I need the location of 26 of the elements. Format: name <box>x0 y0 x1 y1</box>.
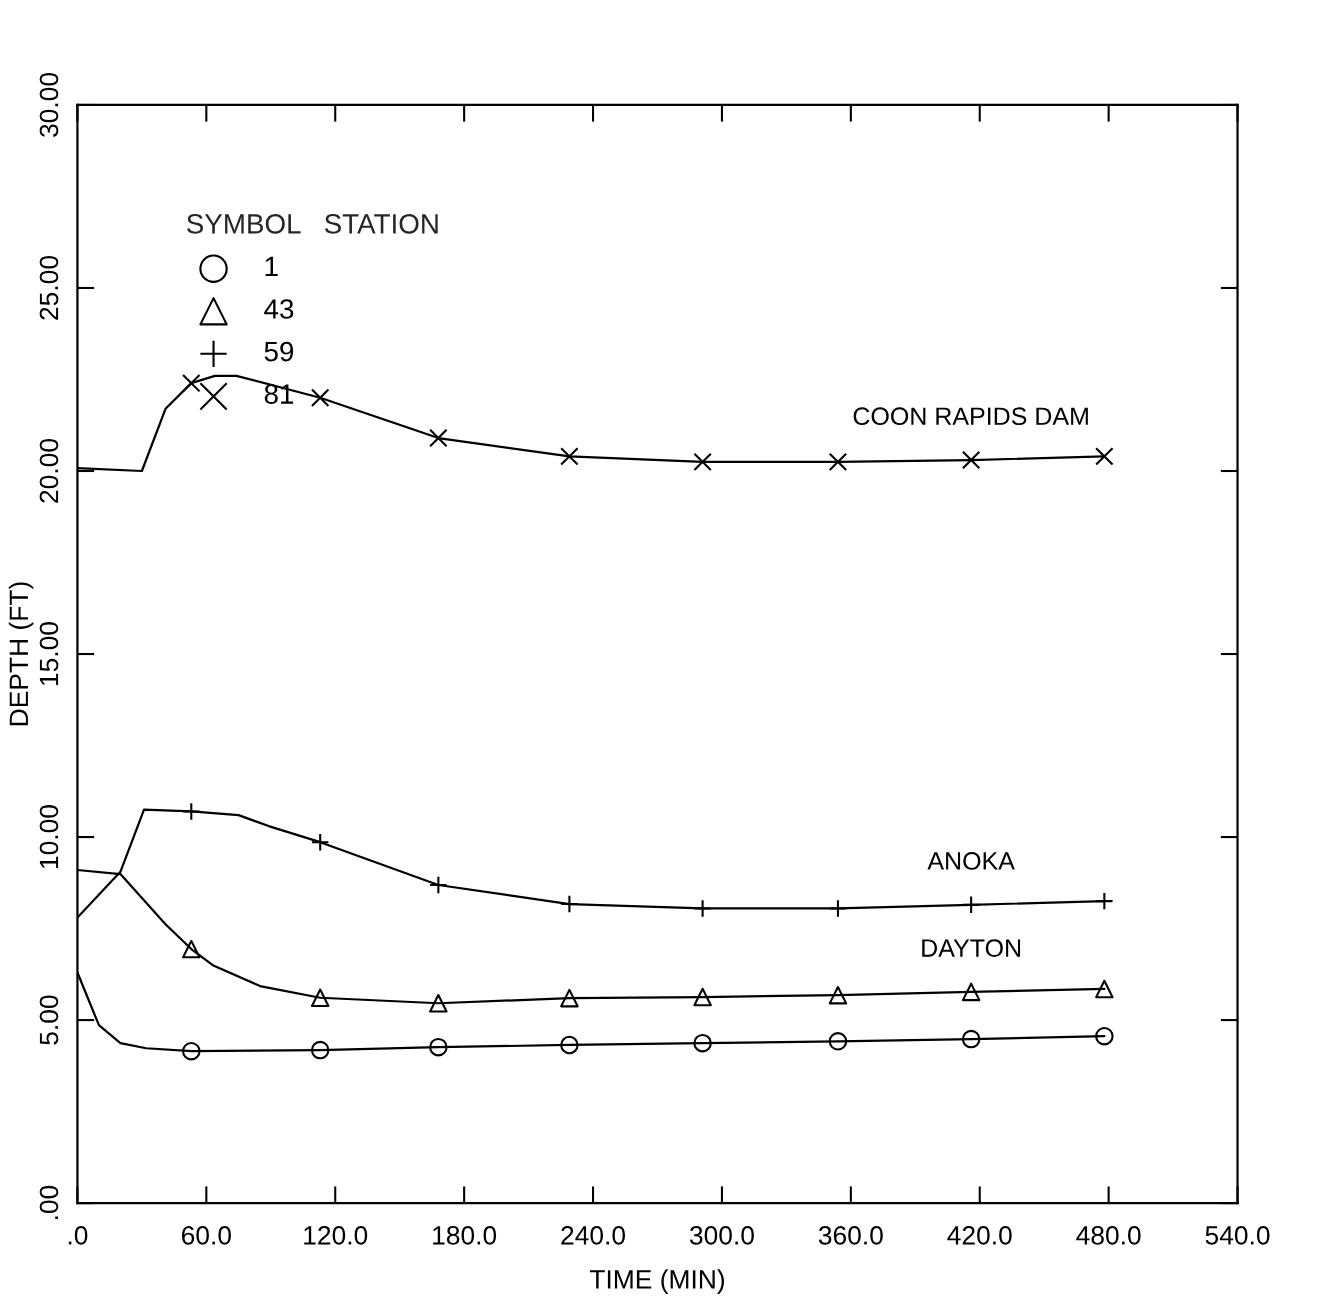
x-tick-label: 120.0 <box>304 1226 368 1245</box>
legend-title: SYMBOL STATION <box>187 214 438 234</box>
x-axis-title: TIME (MIN) <box>589 1269 725 1294</box>
x-tick-label: 300.0 <box>689 1226 754 1245</box>
x-tick-label: .0 <box>68 1226 88 1245</box>
y-tick-label: 10.00 <box>39 805 59 869</box>
series-label: DAYTON <box>922 939 1021 957</box>
series-label: ANOKA <box>927 852 1015 870</box>
x-tick-label: 480.0 <box>1076 1226 1141 1245</box>
x-tick-label: 360.0 <box>818 1226 883 1245</box>
legend-label: 1 <box>265 256 278 276</box>
series-label: COON RAPIDS DAM <box>853 407 1088 426</box>
y-tick-label: .00 <box>39 1185 59 1220</box>
y-tick-label: 15.00 <box>39 622 59 686</box>
y-tick-label: 30.00 <box>39 72 59 137</box>
x-tick-label: 420.0 <box>947 1226 1012 1245</box>
legend-label: 59 <box>264 341 294 362</box>
y-axis-title: DEPTH (FT) <box>8 582 34 726</box>
y-tick-label: 20.00 <box>39 439 59 503</box>
y-tick-label: 5.00 <box>39 995 59 1045</box>
x-tick-label: 180.0 <box>433 1226 497 1245</box>
x-tick-label: 540.0 <box>1205 1226 1270 1245</box>
y-tick-label: 25.00 <box>39 255 59 320</box>
x-tick-label: 60.0 <box>181 1226 231 1245</box>
x-tick-label: 240.0 <box>561 1226 626 1245</box>
legend-label: 43 <box>264 299 294 319</box>
